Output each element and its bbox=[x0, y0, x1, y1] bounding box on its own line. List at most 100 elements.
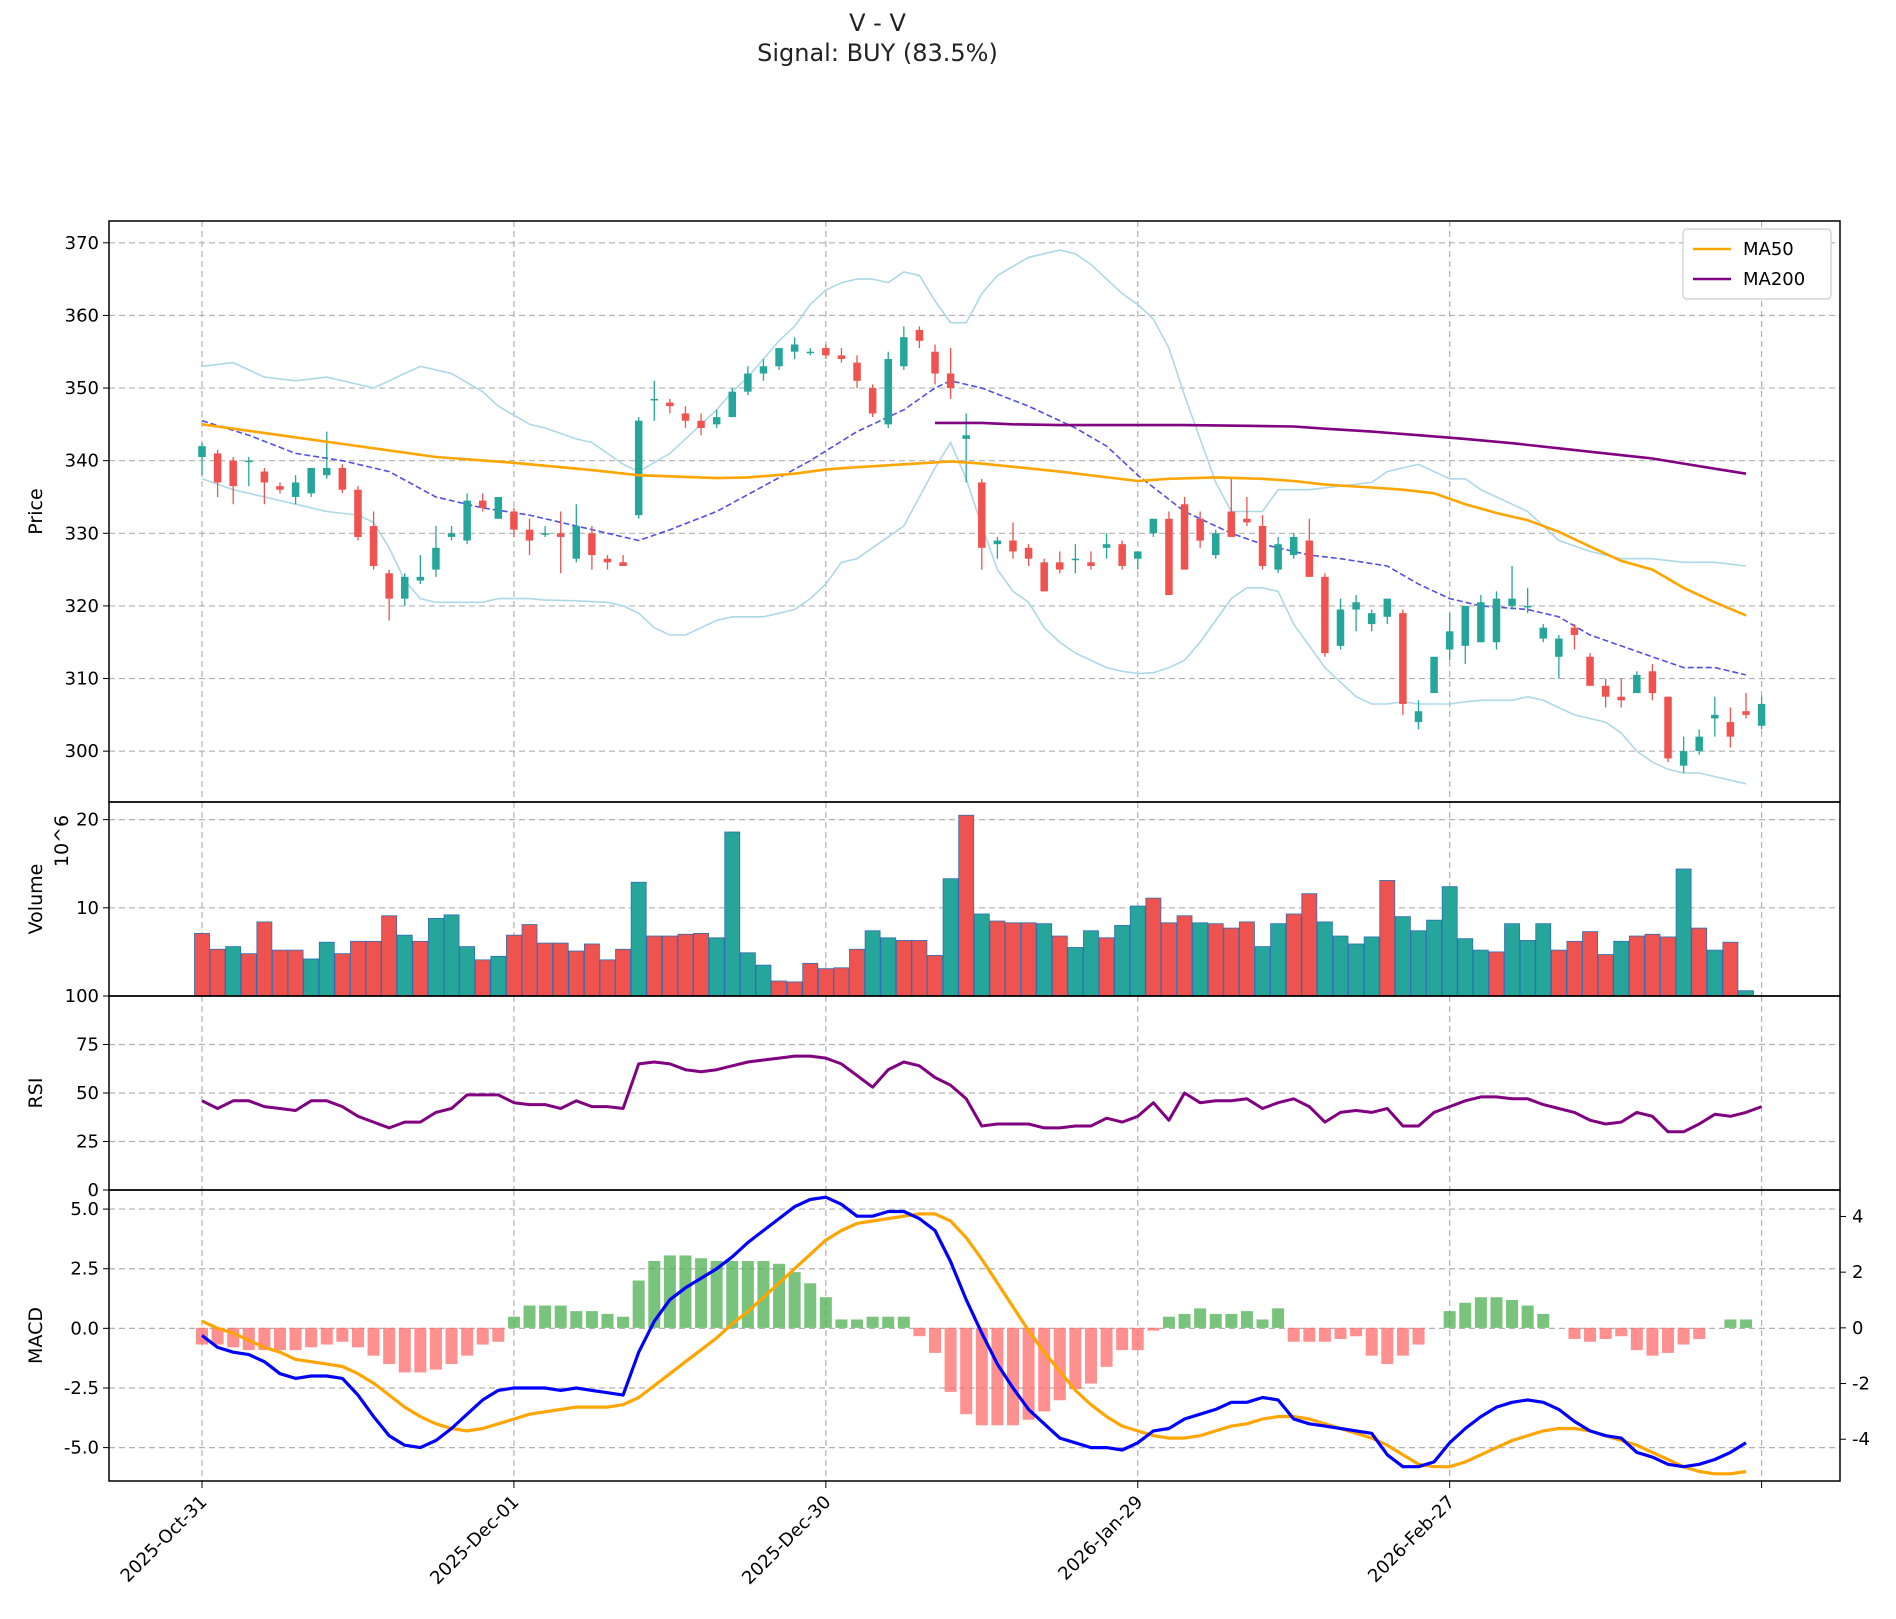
x-tick-label: 2026-Feb-27 bbox=[1364, 1492, 1459, 1587]
volume-bar bbox=[365, 940, 382, 997]
volume-bar bbox=[1176, 915, 1193, 997]
candle-body bbox=[1648, 671, 1657, 694]
macd-histogram-bar bbox=[1365, 1327, 1378, 1356]
title-block: V - V Signal: BUY (83.5%) bbox=[0, 8, 1755, 68]
macd-line bbox=[201, 1195, 1747, 1469]
volume-bar bbox=[1192, 922, 1209, 997]
macd-histogram-bar bbox=[305, 1327, 318, 1348]
candle-body bbox=[1617, 696, 1625, 701]
candle-body bbox=[1227, 511, 1236, 537]
candle-body bbox=[1367, 613, 1376, 625]
rsi-y-label: RSI bbox=[25, 1078, 47, 1109]
candle-body bbox=[1726, 722, 1735, 737]
volume-bar bbox=[1161, 922, 1177, 997]
macd-histogram-bar bbox=[1568, 1327, 1581, 1339]
macd-histogram-bar bbox=[1318, 1327, 1331, 1342]
candle-body bbox=[260, 471, 269, 483]
candle-body bbox=[416, 576, 425, 581]
candle-body bbox=[276, 486, 284, 490]
candle-body bbox=[369, 526, 378, 566]
volume-bar bbox=[318, 941, 335, 997]
chart-subtitle: Signal: BUY (83.5%) bbox=[757, 39, 998, 67]
candle-body bbox=[915, 329, 924, 341]
macd-right-tick-label: 2 bbox=[1852, 1262, 1863, 1283]
volume-bar bbox=[568, 950, 585, 997]
legend-label: MA50 bbox=[1743, 239, 1794, 260]
volume-bar bbox=[1441, 886, 1458, 997]
volume-bar bbox=[412, 940, 429, 997]
macd-histogram-bar bbox=[1381, 1327, 1394, 1365]
macd-histogram-bar bbox=[1162, 1316, 1175, 1328]
candle-body bbox=[307, 467, 315, 494]
volume-bar bbox=[849, 948, 865, 997]
volume-bar bbox=[583, 943, 600, 997]
macd-right-tick-label: 4 bbox=[1852, 1206, 1863, 1227]
x-tick-label: 2025-Oct-31 bbox=[117, 1492, 212, 1587]
volume-bar bbox=[708, 937, 725, 997]
macd-histogram-bar bbox=[445, 1327, 458, 1365]
candle-body bbox=[1087, 562, 1095, 566]
volume-bar bbox=[1051, 935, 1068, 997]
macd-histogram-bar bbox=[1225, 1313, 1238, 1328]
candle-body bbox=[1508, 598, 1516, 606]
macd-histogram-bar bbox=[788, 1272, 801, 1328]
macd-histogram-bar bbox=[211, 1327, 224, 1345]
volume-bar bbox=[1301, 893, 1318, 997]
candle-body bbox=[1180, 504, 1189, 570]
macd-histogram-bar bbox=[1443, 1311, 1456, 1328]
volume-bar bbox=[194, 932, 210, 997]
macd-histogram-bar bbox=[1474, 1297, 1487, 1328]
volume-bar bbox=[989, 920, 1006, 997]
macd-histogram-bar bbox=[944, 1327, 957, 1392]
candle-body bbox=[1071, 558, 1080, 561]
candle-body bbox=[822, 348, 830, 356]
volume-bar bbox=[1083, 930, 1099, 997]
candle-body bbox=[1024, 547, 1033, 559]
macd-histogram-bar bbox=[1677, 1327, 1690, 1345]
volume-bar bbox=[1145, 897, 1162, 997]
candle-body bbox=[728, 391, 737, 418]
macd-histogram-bar bbox=[1272, 1308, 1285, 1328]
volume-bar bbox=[1566, 940, 1583, 997]
macd-histogram-bar bbox=[1350, 1327, 1363, 1337]
macd-histogram-bar bbox=[663, 1255, 676, 1328]
volume-bar bbox=[1332, 935, 1349, 997]
volume-y-tick-label: 20 bbox=[76, 810, 99, 831]
candle-body bbox=[1586, 656, 1594, 686]
volume-bar bbox=[428, 918, 444, 997]
candle-body bbox=[1211, 533, 1220, 556]
candle-body bbox=[978, 482, 986, 548]
candle-body bbox=[1305, 540, 1314, 577]
candle-body bbox=[1414, 711, 1423, 723]
volume-bar bbox=[490, 955, 507, 997]
candle-body bbox=[868, 388, 877, 414]
volume-bar bbox=[1488, 951, 1505, 997]
volume-bar bbox=[1379, 880, 1396, 997]
price-y-tick-label: 310 bbox=[65, 669, 99, 690]
volume-bar bbox=[350, 940, 366, 997]
macd-histogram-bar bbox=[897, 1316, 910, 1328]
macd-histogram-bar bbox=[1740, 1319, 1752, 1328]
price-panel bbox=[198, 249, 1766, 785]
macd-histogram-bar bbox=[1131, 1327, 1144, 1351]
candle-body bbox=[432, 547, 440, 570]
volume-bar bbox=[1644, 933, 1661, 997]
volume-bar bbox=[303, 958, 320, 997]
volume-bar bbox=[615, 948, 631, 997]
candle-body bbox=[1289, 536, 1298, 556]
macd-histogram-bar bbox=[1209, 1313, 1222, 1328]
price-y-tick-label: 330 bbox=[65, 523, 99, 544]
candle-body bbox=[245, 460, 253, 463]
volume-bar bbox=[1691, 927, 1708, 997]
rsi-y-tick-label: 50 bbox=[76, 1083, 99, 1104]
candle-body bbox=[1742, 711, 1750, 715]
macd-histogram-bar bbox=[601, 1313, 614, 1328]
grid-layer bbox=[109, 221, 1840, 1481]
panel-frames bbox=[108, 220, 1841, 1482]
candle-body bbox=[806, 351, 814, 354]
volume-bar bbox=[209, 948, 226, 997]
legend: MA50 MA200 bbox=[1682, 228, 1832, 300]
candle-body bbox=[1492, 598, 1501, 643]
macd-histogram-bar bbox=[1178, 1313, 1191, 1328]
candle-body bbox=[1461, 605, 1470, 646]
